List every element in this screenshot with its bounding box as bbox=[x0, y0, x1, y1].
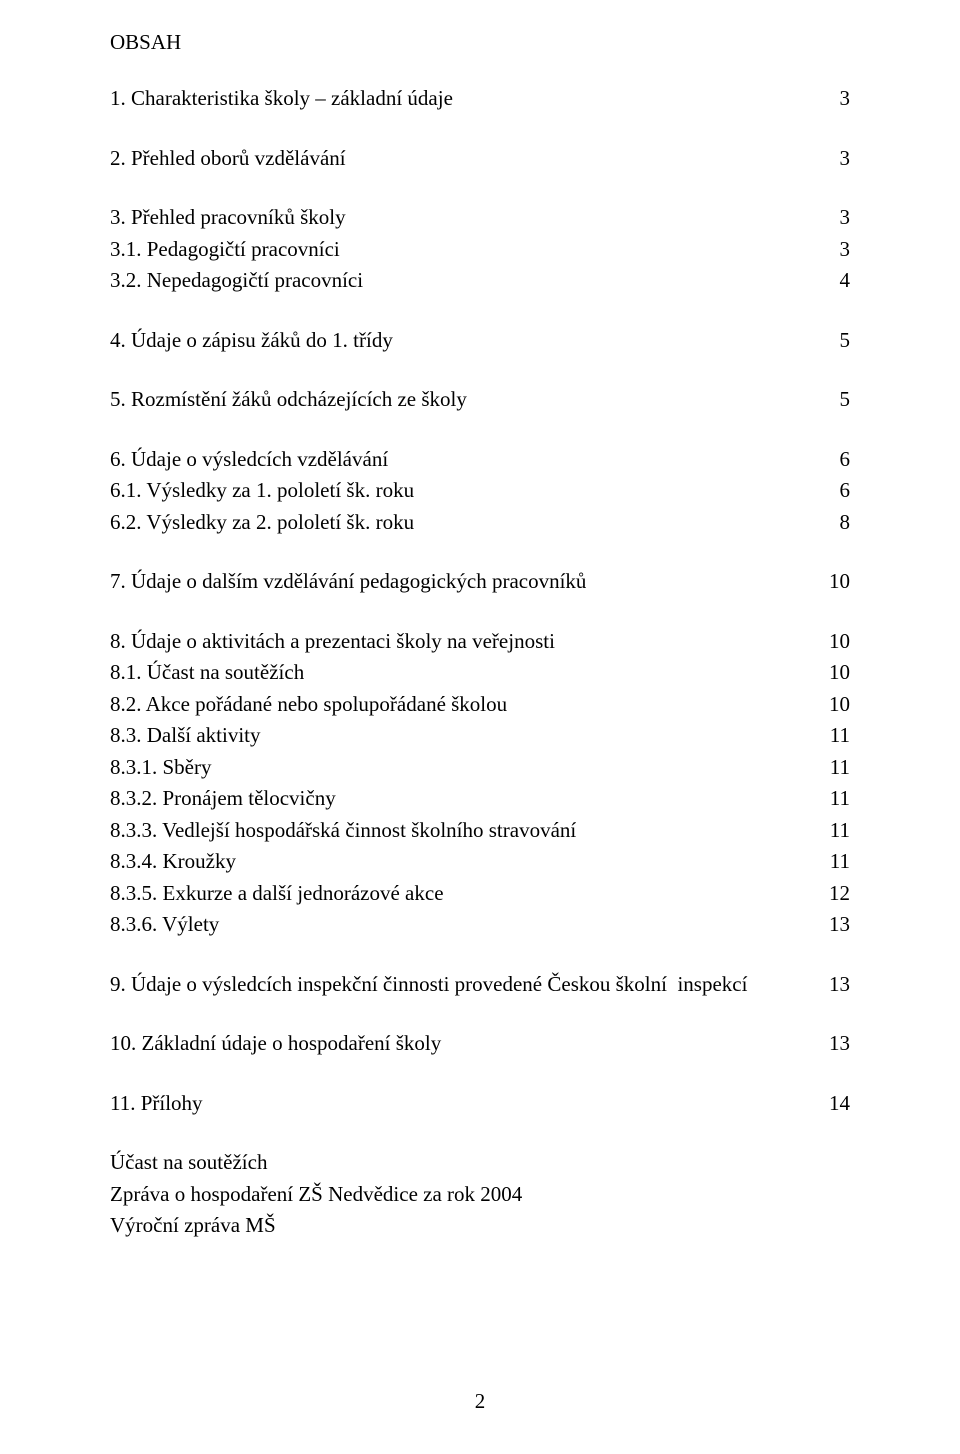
toc-label: 7. Údaje o dalším vzdělávání pedagogický… bbox=[110, 566, 820, 598]
toc-page: 13 bbox=[820, 1028, 850, 1060]
toc-row: 1. Charakteristika školy – základní údaj… bbox=[110, 83, 850, 115]
toc-heading: OBSAH bbox=[110, 30, 850, 55]
toc-row: 8. Údaje o aktivitách a prezentaci školy… bbox=[110, 626, 850, 658]
toc-group: 11. Přílohy14 bbox=[110, 1088, 850, 1120]
toc-row: 9. Údaje o výsledcích inspekční činnosti… bbox=[110, 969, 850, 1001]
toc-page: 10 bbox=[820, 566, 850, 598]
toc-group: 3. Přehled pracovníků školy33.1. Pedagog… bbox=[110, 202, 850, 297]
toc-row: 6.2. Výsledky za 2. pololetí šk. roku8 bbox=[110, 507, 850, 539]
toc-label: 8.3.2. Pronájem tělocvičny bbox=[110, 783, 820, 815]
appendix-list: Účast na soutěžíchZpráva o hospodaření Z… bbox=[110, 1147, 850, 1242]
toc-page: 6 bbox=[820, 444, 850, 476]
toc-label: 4. Údaje o zápisu žáků do 1. třídy bbox=[110, 325, 820, 357]
toc-group: 8. Údaje o aktivitách a prezentaci školy… bbox=[110, 626, 850, 941]
toc-page: 4 bbox=[820, 265, 850, 297]
toc-label: 10. Základní údaje o hospodaření školy bbox=[110, 1028, 820, 1060]
toc-label: 2. Přehled oborů vzdělávání bbox=[110, 143, 820, 175]
toc-label: 8.3.3. Vedlejší hospodářská činnost škol… bbox=[110, 815, 820, 847]
toc-label: 8.3.1. Sběry bbox=[110, 752, 820, 784]
toc-label: 6.1. Výsledky za 1. pololetí šk. roku bbox=[110, 475, 820, 507]
toc-page: 11 bbox=[820, 752, 850, 784]
toc-group: 10. Základní údaje o hospodaření školy13 bbox=[110, 1028, 850, 1060]
toc-page: 6 bbox=[820, 475, 850, 507]
toc-label: 8.2. Akce pořádané nebo spolupořádané šk… bbox=[110, 689, 820, 721]
toc-label: 3.2. Nepedagogičtí pracovníci bbox=[110, 265, 820, 297]
toc-row: 5. Rozmístění žáků odcházejících ze škol… bbox=[110, 384, 850, 416]
toc-page: 13 bbox=[820, 969, 850, 1001]
toc-row: 8.2. Akce pořádané nebo spolupořádané šk… bbox=[110, 689, 850, 721]
toc-page: 3 bbox=[820, 202, 850, 234]
toc-page: 10 bbox=[820, 626, 850, 658]
toc-page: 11 bbox=[820, 815, 850, 847]
toc-group: 5. Rozmístění žáků odcházejících ze škol… bbox=[110, 384, 850, 416]
toc-row: 8.1. Účast na soutěžích10 bbox=[110, 657, 850, 689]
toc-row: 8.3.1. Sběry11 bbox=[110, 752, 850, 784]
toc-row: 8.3.6. Výlety13 bbox=[110, 909, 850, 941]
appendix-line: Výroční zpráva MŠ bbox=[110, 1210, 850, 1242]
toc-page: 5 bbox=[820, 325, 850, 357]
toc-page: 13 bbox=[820, 909, 850, 941]
toc-page: 3 bbox=[820, 83, 850, 115]
toc-row: 3.2. Nepedagogičtí pracovníci4 bbox=[110, 265, 850, 297]
toc-row: 6. Údaje o výsledcích vzdělávání6 bbox=[110, 444, 850, 476]
toc-label: 6.2. Výsledky za 2. pololetí šk. roku bbox=[110, 507, 820, 539]
toc-page: 11 bbox=[820, 846, 850, 878]
toc-label: 6. Údaje o výsledcích vzdělávání bbox=[110, 444, 820, 476]
toc-page: 10 bbox=[820, 689, 850, 721]
toc-row: 8.3.4. Kroužky11 bbox=[110, 846, 850, 878]
toc-page: 12 bbox=[820, 878, 850, 910]
toc-row: 8.3.3. Vedlejší hospodářská činnost škol… bbox=[110, 815, 850, 847]
toc-page: 11 bbox=[820, 783, 850, 815]
toc-group: 1. Charakteristika školy – základní údaj… bbox=[110, 83, 850, 115]
toc-label: 11. Přílohy bbox=[110, 1088, 820, 1120]
toc-group: 9. Údaje o výsledcích inspekční činnosti… bbox=[110, 969, 850, 1001]
toc-row: 8.3.2. Pronájem tělocvičny11 bbox=[110, 783, 850, 815]
page-number: 2 bbox=[0, 1389, 960, 1414]
toc-page: 11 bbox=[820, 720, 850, 752]
toc-label: 8.3.4. Kroužky bbox=[110, 846, 820, 878]
toc-page: 14 bbox=[820, 1088, 850, 1120]
toc-container: 1. Charakteristika školy – základní údaj… bbox=[110, 83, 850, 1119]
toc-label: 8.1. Účast na soutěžích bbox=[110, 657, 820, 689]
toc-label: 8.3. Další aktivity bbox=[110, 720, 820, 752]
toc-page: 3 bbox=[820, 234, 850, 266]
toc-page: 5 bbox=[820, 384, 850, 416]
toc-row: 2. Přehled oborů vzdělávání3 bbox=[110, 143, 850, 175]
toc-label: 8.3.5. Exkurze a další jednorázové akce bbox=[110, 878, 820, 910]
appendix-line: Účast na soutěžích bbox=[110, 1147, 850, 1179]
toc-label: 9. Údaje o výsledcích inspekční činnosti… bbox=[110, 969, 820, 1001]
toc-row: 10. Základní údaje o hospodaření školy13 bbox=[110, 1028, 850, 1060]
toc-group: 2. Přehled oborů vzdělávání3 bbox=[110, 143, 850, 175]
toc-page: 3 bbox=[820, 143, 850, 175]
toc-row: 8.3. Další aktivity11 bbox=[110, 720, 850, 752]
toc-label: 3.1. Pedagogičtí pracovníci bbox=[110, 234, 820, 266]
toc-label: 1. Charakteristika školy – základní údaj… bbox=[110, 83, 820, 115]
toc-row: 8.3.5. Exkurze a další jednorázové akce1… bbox=[110, 878, 850, 910]
toc-row: 3. Přehled pracovníků školy3 bbox=[110, 202, 850, 234]
toc-group: 6. Údaje o výsledcích vzdělávání66.1. Vý… bbox=[110, 444, 850, 539]
toc-label: 5. Rozmístění žáků odcházejících ze škol… bbox=[110, 384, 820, 416]
toc-label: 3. Přehled pracovníků školy bbox=[110, 202, 820, 234]
toc-group: 4. Údaje o zápisu žáků do 1. třídy5 bbox=[110, 325, 850, 357]
toc-label: 8. Údaje o aktivitách a prezentaci školy… bbox=[110, 626, 820, 658]
toc-row: 7. Údaje o dalším vzdělávání pedagogický… bbox=[110, 566, 850, 598]
appendix-line: Zpráva o hospodaření ZŠ Nedvědice za rok… bbox=[110, 1179, 850, 1211]
toc-row: 11. Přílohy14 bbox=[110, 1088, 850, 1120]
toc-page: 10 bbox=[820, 657, 850, 689]
toc-group: 7. Údaje o dalším vzdělávání pedagogický… bbox=[110, 566, 850, 598]
toc-row: 4. Údaje o zápisu žáků do 1. třídy5 bbox=[110, 325, 850, 357]
toc-page: 8 bbox=[820, 507, 850, 539]
toc-row: 3.1. Pedagogičtí pracovníci3 bbox=[110, 234, 850, 266]
toc-label: 8.3.6. Výlety bbox=[110, 909, 820, 941]
toc-row: 6.1. Výsledky za 1. pololetí šk. roku6 bbox=[110, 475, 850, 507]
